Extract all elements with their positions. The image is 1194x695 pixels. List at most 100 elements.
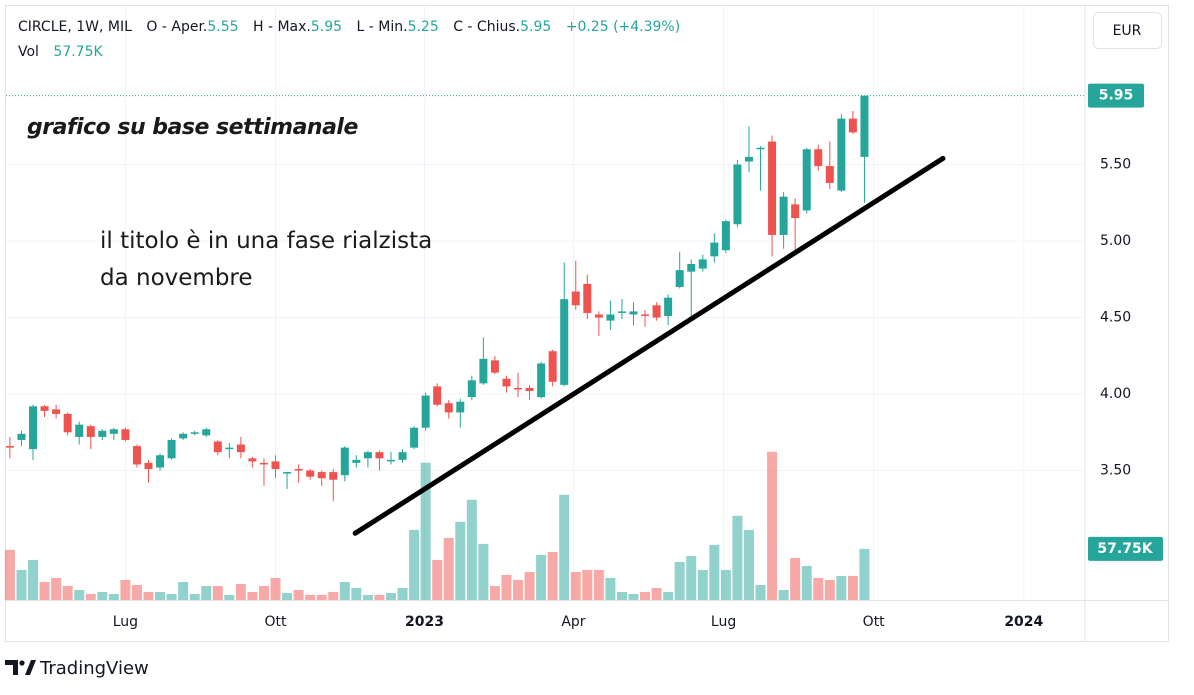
currency-button[interactable] <box>1093 12 1162 49</box>
volume-bar <box>524 571 535 600</box>
volume-bar <box>847 575 858 600</box>
volume-bar <box>85 593 96 600</box>
volume-bar <box>778 589 789 600</box>
y-tick-label: 4.00 <box>1100 386 1131 402</box>
candle-body <box>167 439 176 459</box>
volume-bar <box>74 589 85 600</box>
volume-bar <box>62 586 73 600</box>
volume-bar <box>582 569 593 600</box>
ohlc-value: 5.95 <box>520 19 552 35</box>
volume-bar <box>824 579 835 600</box>
volume-bar <box>16 569 27 600</box>
last-price-badge <box>1088 83 1144 108</box>
volume-bar <box>813 577 824 600</box>
candle-body <box>248 458 257 462</box>
candle-body <box>271 461 280 470</box>
candle-body <box>202 429 211 436</box>
volume-bar <box>767 451 778 600</box>
candle-body <box>363 452 372 459</box>
volume-bar <box>247 591 258 600</box>
candle-body <box>236 444 245 453</box>
x-tick-label: 2024 <box>1004 614 1043 630</box>
candle-body <box>317 472 326 479</box>
volume-bar <box>120 579 131 600</box>
candle-body <box>410 427 419 448</box>
volume-bar <box>351 587 362 600</box>
volume-bar <box>547 551 558 600</box>
candle-body <box>617 311 626 313</box>
volume-bars <box>4 451 870 600</box>
candle-body <box>675 270 684 287</box>
volume-bar <box>616 591 627 600</box>
volume-bar <box>4 549 15 600</box>
volume-bar <box>155 591 166 600</box>
candle-body <box>860 95 869 157</box>
last-price-label: 5.95 <box>1099 88 1134 104</box>
volume-bar <box>732 515 743 600</box>
volume-bar <box>189 593 200 600</box>
candle-body <box>687 263 696 272</box>
candle-body <box>63 413 72 433</box>
volume-bar <box>51 577 62 600</box>
volume-bar <box>640 591 651 600</box>
brand-name: TradingView <box>39 658 149 679</box>
volume-bar <box>651 587 662 600</box>
candle-body <box>121 429 130 440</box>
volume-bar <box>559 494 570 600</box>
volume-bar <box>282 593 293 600</box>
change: +0.25 (+4.39%) <box>565 19 681 35</box>
volume-bar <box>224 594 235 600</box>
volume-bar <box>755 584 766 600</box>
volume-bar <box>212 586 223 600</box>
volume-title: Vol <box>18 44 39 60</box>
candle-body <box>40 406 49 411</box>
volume-bar <box>397 587 408 600</box>
candle-body <box>52 409 61 414</box>
candle-body <box>144 462 153 470</box>
candles <box>5 95 869 502</box>
candle-body <box>490 360 499 373</box>
candle-body <box>514 387 523 390</box>
candle-body <box>814 149 823 167</box>
candle-body <box>98 430 107 437</box>
candle-body <box>560 299 569 385</box>
volume-bar <box>362 594 373 600</box>
y-tick-label: 5.50 <box>1100 157 1131 173</box>
candle-body <box>606 314 615 321</box>
candle-body <box>17 433 26 440</box>
volume-bar <box>201 586 212 600</box>
volume-bar <box>513 579 524 600</box>
annotation: grafico su base settimanale <box>27 115 358 140</box>
volume-bar <box>570 571 581 600</box>
candle-body <box>352 459 361 463</box>
ohlc-key: - Min. <box>368 19 408 35</box>
candle-body <box>594 314 603 318</box>
candle-body <box>190 432 199 434</box>
volume-bar <box>663 591 674 600</box>
candle-body <box>733 164 742 225</box>
candle-body <box>386 459 395 462</box>
ohlc-key: - Aper. <box>161 19 208 35</box>
volume-bar <box>143 591 154 600</box>
volume-bar <box>859 548 870 600</box>
candle-body <box>837 118 846 191</box>
candle-body <box>444 403 453 413</box>
candle-body <box>652 305 661 318</box>
candle-body <box>571 291 580 306</box>
candle-body <box>825 166 834 183</box>
volume-value: 57.75K <box>53 44 103 60</box>
volume-bar <box>605 577 616 600</box>
volume-bar <box>293 589 304 600</box>
y-tick-label: 3.50 <box>1100 463 1131 479</box>
ohlc-value: 5.55 <box>207 19 239 35</box>
candle-body <box>456 401 465 413</box>
volume-bar <box>235 583 246 600</box>
candle-body <box>664 297 673 317</box>
x-tick-label: 2023 <box>405 614 444 630</box>
candle-body <box>779 196 788 235</box>
y-tick-label: 4.50 <box>1100 310 1131 326</box>
volume-bar <box>443 537 454 600</box>
x-tick-label: Ott <box>863 614 886 630</box>
candle-body <box>479 358 488 384</box>
candle-body <box>259 462 268 465</box>
